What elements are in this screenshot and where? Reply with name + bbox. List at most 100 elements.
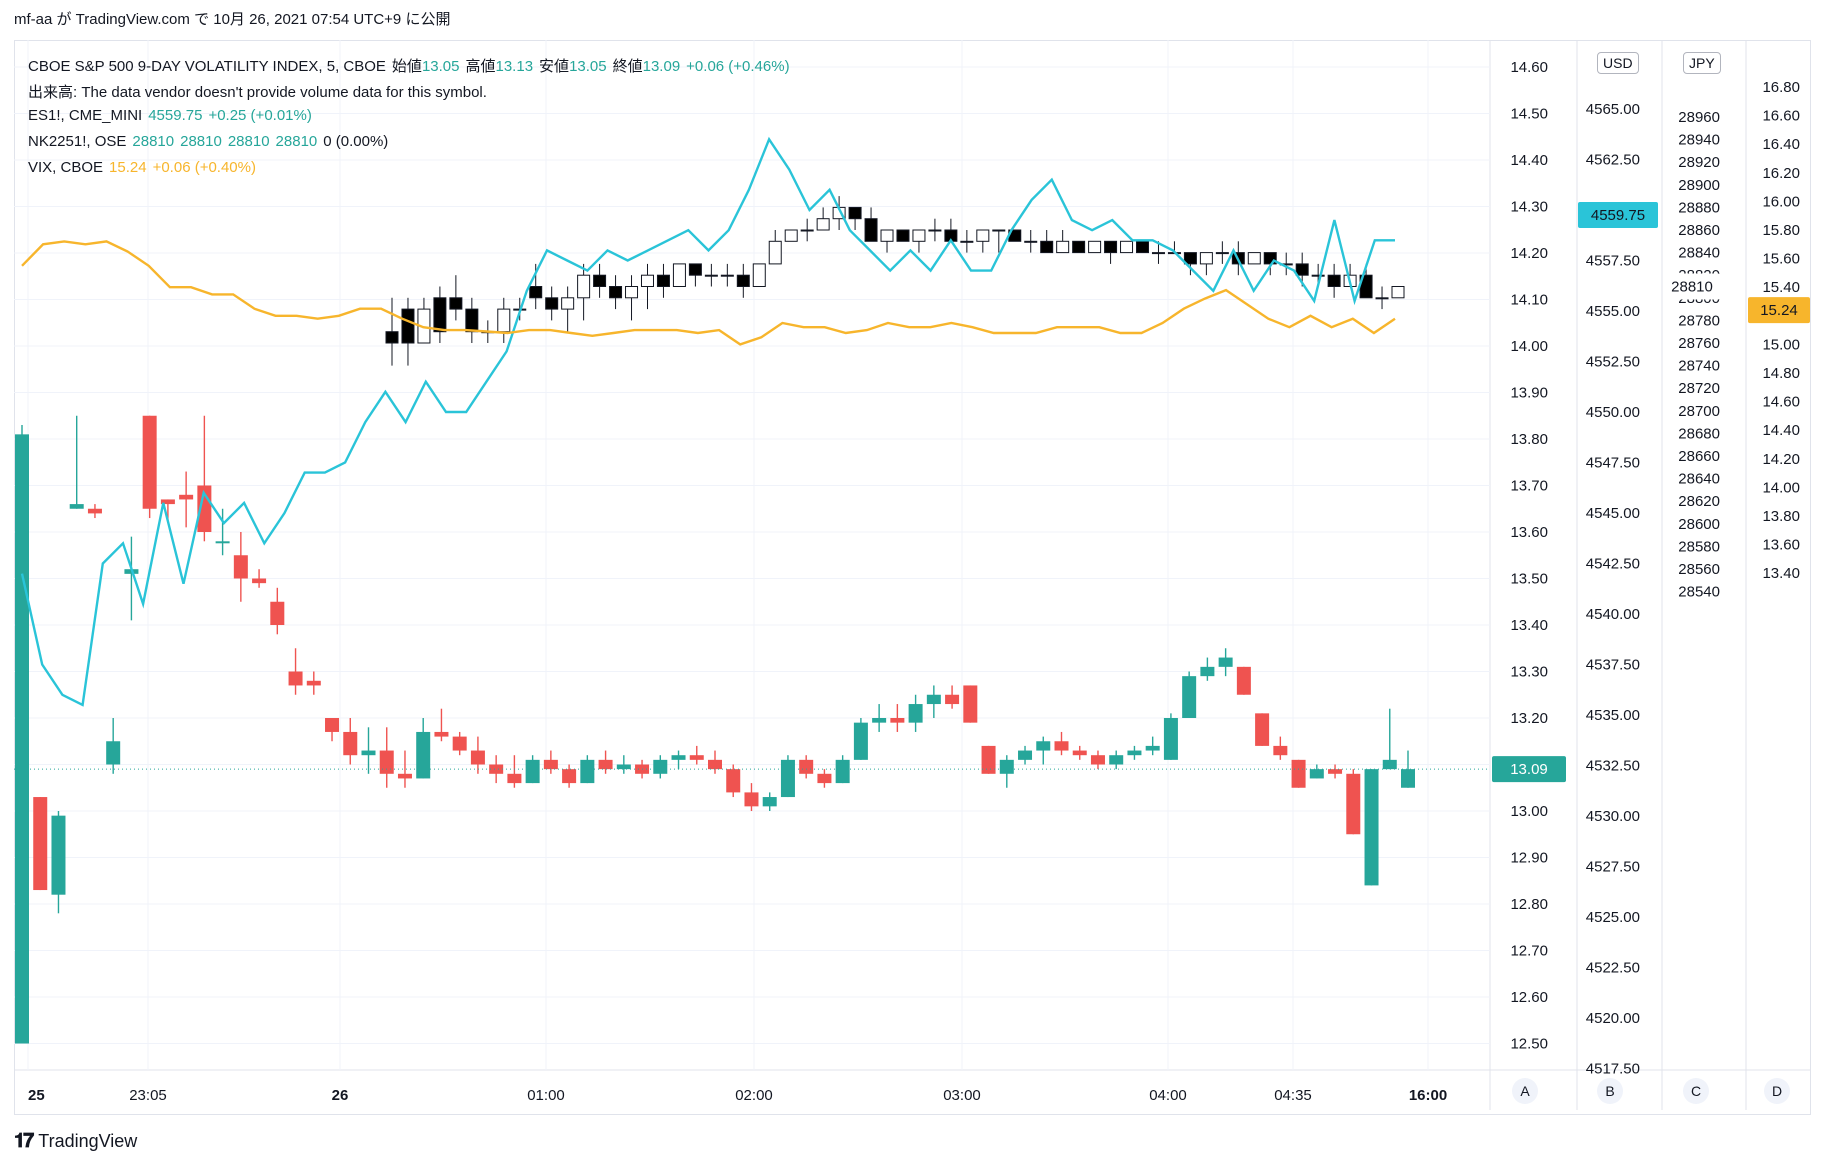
nk-candle	[784, 229, 798, 242]
legend-volume: 出来高: The data vendor doesn't provide vol…	[28, 81, 493, 102]
vix9d-candle	[890, 718, 905, 723]
nk-candle	[800, 229, 814, 232]
legend-low-label: 安値	[539, 58, 570, 75]
vix9d-candle	[872, 718, 887, 723]
vix9d-candle	[379, 750, 394, 774]
axis-d-tick: 16.80	[1762, 79, 1800, 96]
legend-es[interactable]: ES1!, CME_MINI 4559.75 +0.25 (+0.01%)	[28, 107, 318, 124]
vix9d-candle	[69, 504, 84, 509]
vix-line	[21, 240, 1396, 346]
vix9d-candle	[1273, 745, 1288, 756]
nk-candle	[1056, 240, 1070, 254]
axis-d-tick: 15.40	[1762, 279, 1800, 296]
nk-candle	[688, 263, 702, 276]
vix9d-candle	[1401, 769, 1415, 788]
axis-c-tick: 28940	[1678, 132, 1720, 149]
axis-b-tick: 4535.00	[1586, 707, 1640, 724]
x-tick-label: 25	[28, 1087, 45, 1104]
nk-candle	[465, 308, 479, 333]
x-tick-label: 04:35	[1274, 1087, 1312, 1104]
nk-candle	[1311, 274, 1325, 277]
axis-a-tick: 14.40	[1510, 152, 1548, 169]
publish-caption: mf-aa が TradingView.com で 10月 26, 2021 0…	[14, 11, 451, 28]
legend-nk-change: 0 (0.00%)	[323, 133, 389, 150]
vix9d-candle	[780, 759, 795, 798]
axis-c-tick: 28540	[1678, 584, 1720, 601]
vix9d-candle	[799, 759, 814, 774]
legend-vix[interactable]: VIX, CBOE 15.24 +0.06 (+0.40%)	[28, 159, 262, 176]
legend-main-change: +0.06 (+0.46%)	[686, 58, 790, 75]
axis-a-tick: 14.20	[1510, 245, 1548, 262]
axis-c-tick: 28640	[1678, 471, 1720, 488]
vix9d-candle	[981, 745, 996, 774]
legend-nk-symbol: NK2251!, OSE	[28, 133, 127, 150]
vix9d-candle	[489, 764, 504, 774]
currency-usd-badge[interactable]: USD	[1597, 52, 1639, 74]
axis-a-tick: 13.60	[1510, 524, 1548, 541]
legend-main-symbol: CBOE S&P 500 9-DAY VOLATILITY INDEX, 5, …	[28, 58, 386, 75]
tradingview-logo-icon: 𝟏𝟕	[14, 1130, 34, 1152]
nk-candle	[736, 274, 750, 288]
nk-candle	[880, 229, 894, 242]
axis-c-tick: 28740	[1678, 358, 1720, 375]
nk-candle	[401, 308, 415, 344]
vix9d-candle	[671, 755, 686, 760]
axis-a-tick: 12.80	[1510, 896, 1548, 913]
vix9d-candle	[1364, 769, 1379, 886]
legend-low-value: 13.05	[569, 58, 607, 75]
currency-jpy-badge[interactable]: JPY	[1683, 52, 1721, 74]
axis-c-tick: 28880	[1678, 199, 1720, 216]
legend-nk[interactable]: NK2251!, OSE 28810 28810 28810 28810 0 (0.00%…	[28, 133, 394, 150]
axis-c-tick: 28580	[1678, 538, 1720, 555]
vix9d-candle	[1163, 718, 1178, 760]
nk-candle	[497, 308, 511, 333]
axis-a-tick: 12.50	[1510, 1036, 1548, 1053]
vix9d-candle	[51, 815, 66, 895]
axis-d-tick: 16.60	[1762, 108, 1800, 125]
axis-b-tick: 4517.50	[1586, 1061, 1640, 1078]
axis-b-tick: 4565.00	[1586, 101, 1640, 118]
vix9d-candle	[653, 759, 668, 774]
nk-candle	[768, 240, 782, 265]
axis-c-tick: 28920	[1678, 154, 1720, 171]
nk-candle	[1136, 240, 1150, 254]
nk-candle	[625, 286, 639, 299]
axis-b-button[interactable]: B	[1597, 1078, 1623, 1104]
nk-candle	[529, 286, 543, 299]
nk-candle	[1263, 252, 1277, 265]
axis-a-button[interactable]: A	[1512, 1078, 1538, 1104]
legend-volume-text: 出来高: The data vendor doesn't provide vol…	[28, 84, 487, 101]
nk-candle	[449, 297, 463, 310]
vix9d-candle	[470, 750, 485, 765]
tradingview-logo[interactable]: 𝟏𝟕 TradingView	[14, 1130, 137, 1153]
nk-candle	[593, 274, 607, 288]
axis-a-tick: 12.60	[1510, 989, 1548, 1006]
vix9d-candle	[397, 773, 412, 779]
vix9d-candle	[1382, 759, 1397, 770]
vix9d-candle	[1109, 755, 1124, 765]
axis-c-button[interactable]: C	[1683, 1078, 1709, 1104]
nk-candle	[1120, 240, 1134, 254]
axis-b-tick: 4547.50	[1586, 455, 1640, 472]
nk-candle	[1215, 252, 1229, 255]
axis-b-tick: 4562.50	[1586, 152, 1640, 169]
vix9d-candle	[1090, 755, 1105, 765]
vix9d-candle	[999, 759, 1014, 774]
axis-c-tick: 28700	[1678, 403, 1720, 420]
axis-d-button[interactable]: D	[1764, 1078, 1790, 1104]
nk-candle	[433, 297, 447, 333]
vix9d-candle	[853, 722, 868, 760]
legend-es-price: 4559.75	[148, 107, 203, 124]
nk-candle	[672, 263, 686, 287]
chart-frame[interactable]	[14, 40, 1811, 1115]
axis-d-tick: 13.60	[1762, 537, 1800, 554]
axis-b-tick: 4532.50	[1586, 758, 1640, 775]
vix9d-candle	[726, 769, 741, 793]
vix9d-candle	[306, 680, 321, 686]
vix9d-candle	[33, 797, 48, 891]
legend-close-value: 13.09	[642, 58, 681, 75]
nk-candle	[577, 274, 591, 299]
nk-candle	[1040, 240, 1054, 254]
axis-c-tick: 28840	[1678, 245, 1720, 262]
